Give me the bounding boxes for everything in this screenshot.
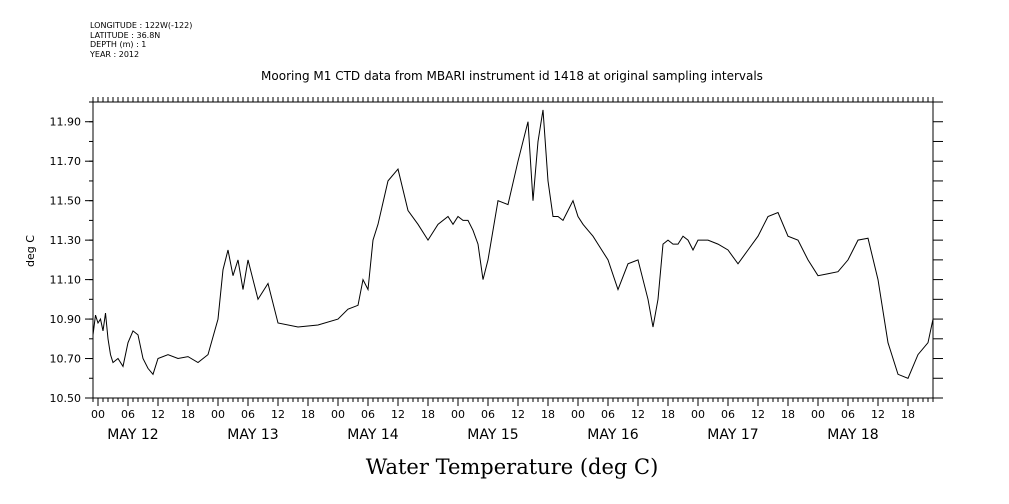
x-hour-label: 06 bbox=[721, 408, 735, 421]
y-tick-label: 11.90 bbox=[50, 116, 82, 129]
x-hour-label: 18 bbox=[781, 408, 795, 421]
x-hour-label: 12 bbox=[271, 408, 285, 421]
x-hour-label: 12 bbox=[751, 408, 765, 421]
x-hour-label: 06 bbox=[361, 408, 375, 421]
x-hour-label: 06 bbox=[841, 408, 855, 421]
x-hour-label: 00 bbox=[211, 408, 225, 421]
y-axis: 10.50 10.70 10.90 11.10 11.30 11.50 11.70 11.90 bbox=[50, 101, 943, 405]
x-hour-label: 18 bbox=[901, 408, 915, 421]
x-date-label: MAY 18 bbox=[827, 427, 878, 443]
x-hour-label: 06 bbox=[481, 408, 495, 421]
y-tick-label: 11.50 bbox=[50, 195, 82, 208]
year-label: YEAR : 2012 bbox=[90, 49, 140, 59]
x-hour-label: 18 bbox=[661, 408, 675, 421]
x-hour-label: 00 bbox=[691, 408, 705, 421]
x-hour-label: 06 bbox=[241, 408, 255, 421]
x-date-label: MAY 12 bbox=[107, 427, 158, 443]
x-hour-label: 00 bbox=[811, 408, 825, 421]
x-hour-label: 00 bbox=[91, 408, 105, 421]
x-date-label: MAY 15 bbox=[467, 427, 518, 443]
x-axis-label: Water Temperature (deg C) bbox=[366, 455, 659, 479]
y-tick-label: 10.90 bbox=[50, 313, 82, 326]
temperature-series-line bbox=[92, 109, 934, 379]
x-axis: 00 06 12 18 00 06 12 18 00 06 12 18 00 06 12 18 00 06 12 18… bbox=[91, 97, 934, 443]
x-hour-label: 06 bbox=[601, 408, 615, 421]
x-hour-label: 18 bbox=[541, 408, 555, 421]
latitude-label: LATITUDE : 36.8N bbox=[90, 30, 161, 40]
y-tick-label: 11.70 bbox=[50, 155, 82, 168]
plot-frame bbox=[92, 101, 934, 399]
x-date-label: MAY 16 bbox=[587, 427, 638, 443]
y-tick-label: 10.50 bbox=[50, 392, 82, 405]
x-hour-label: 00 bbox=[571, 408, 585, 421]
x-hour-label: 00 bbox=[331, 408, 345, 421]
x-hour-label: 12 bbox=[151, 408, 165, 421]
x-hour-label: 18 bbox=[301, 408, 315, 421]
y-axis-label: deg C bbox=[24, 235, 37, 267]
x-date-label: MAY 17 bbox=[707, 427, 758, 443]
x-hour-label: 18 bbox=[181, 408, 195, 421]
x-hour-label: 12 bbox=[631, 408, 645, 421]
y-tick-label: 10.70 bbox=[50, 353, 82, 366]
x-hour-label: 12 bbox=[871, 408, 885, 421]
y-tick-label: 11.30 bbox=[50, 234, 82, 247]
chart-title: Mooring M1 CTD data from MBARI instrumen… bbox=[261, 69, 763, 83]
x-date-label: MAY 14 bbox=[347, 427, 398, 443]
x-hour-label: 06 bbox=[121, 408, 135, 421]
x-hour-label: 12 bbox=[391, 408, 405, 421]
metadata-block: LONGITUDE : 122W(-122) LATITUDE : 36.8N … bbox=[90, 21, 192, 59]
x-hour-label: 12 bbox=[511, 408, 525, 421]
longitude-label: LONGITUDE : 122W(-122) bbox=[90, 21, 193, 30]
x-date-label: MAY 13 bbox=[227, 427, 278, 443]
y-tick-label: 11.10 bbox=[50, 274, 82, 287]
x-hour-label: 00 bbox=[451, 408, 465, 421]
x-hour-label: 18 bbox=[421, 408, 435, 421]
depth-label: DEPTH (m) : 1 bbox=[90, 40, 147, 49]
